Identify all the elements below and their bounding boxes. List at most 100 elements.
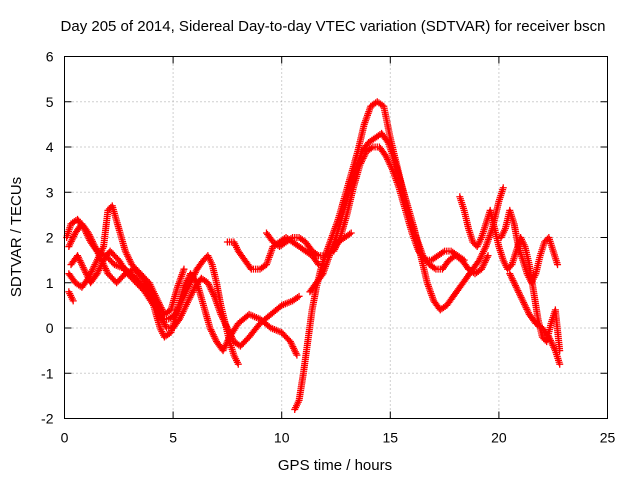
data-point-trail [279,330,293,344]
data-point-trail [295,371,307,402]
y-tick-labels: -2 -1 0 1 2 3 4 5 6 [41,49,54,427]
data-point [234,360,242,368]
data-point-trail [213,281,225,307]
data-point-trail [231,353,241,366]
data-point [293,351,301,359]
data-point-trail [207,326,220,344]
data-point [295,292,303,300]
data-point-trail [100,208,112,249]
data-point-trail [526,312,539,326]
data-point-trail [277,235,288,245]
data-point-trail [530,290,542,321]
data-point-trail [456,195,468,212]
data-point-trail [73,280,84,290]
data-point-trail [258,316,273,331]
data-point [347,229,355,237]
data-point-trail [291,234,301,241]
data-point-trail [546,335,559,353]
series-track-10 [330,143,468,264]
data-point-trail [258,262,269,272]
data-point-trail [142,289,156,308]
data-point-trail [496,186,507,203]
data-point-trail [66,271,78,285]
data-point-trail [85,231,98,249]
data-point-trail [247,311,262,322]
data-point-trail [510,222,522,249]
data-point-trail [246,321,263,340]
data-point [499,184,507,192]
data-point-trail [74,253,87,271]
data-point-trail [157,326,168,339]
data-point-trail [513,285,526,303]
data-point-trail [287,339,300,357]
data-point-trail [402,208,415,235]
data-point-trail [115,226,129,253]
data-point-trail [105,203,115,213]
data-point-trail [450,285,463,299]
data-point-trail [520,299,532,317]
data-point-trail [297,244,308,254]
data-point-trail [303,248,314,258]
data-point-trail [385,140,398,163]
x-tick-labels: 0 5 10 15 20 25 [61,430,616,446]
data-point-trail [166,312,178,322]
data-point-trail [125,271,139,285]
data-point-trail [333,213,346,240]
data-point-trail [542,235,551,245]
data-point-trail [498,226,509,240]
data-point-trail [470,258,482,272]
data-point-trail [290,293,301,304]
data-point-trail [109,204,122,231]
data-point-trail [473,266,484,277]
data-point [556,360,564,368]
data-point-trail [352,149,365,172]
data-point-trail [309,253,322,267]
data-point-trail [409,231,422,253]
data-point-trail [92,244,107,267]
data-point-trail [438,303,449,313]
x-tick-label: 0 [61,430,69,446]
data-point-trail [354,122,368,154]
data-point-trail [157,312,170,330]
x-axis-label: GPS time / hours [278,457,392,474]
data-point-trail [200,303,213,330]
data-point-trail [339,190,352,217]
y-tick-label: 4 [46,139,54,155]
data-point-trail [242,258,254,272]
data-point-trail [303,240,315,254]
data-point-trail [322,235,335,258]
data-point-trail [361,104,374,127]
data-point-trail [440,258,452,272]
data-point-trail [478,253,491,271]
y-tick-label: 2 [46,230,54,246]
data-point-trail [165,324,175,332]
y-tick-label: -2 [41,411,54,427]
data-point-trail [307,280,319,294]
data-point-trail [341,172,355,199]
data-point-trail [218,312,231,330]
data-point-trail [122,249,135,267]
data-point-trail [443,247,453,255]
data-point-trail [444,294,456,308]
data-point [484,252,492,260]
data-point-trail [79,221,91,235]
data-point-trail [357,149,370,167]
y-tick-label: 3 [46,184,54,200]
data-point-trail [424,281,437,303]
data-point-trail [310,248,321,258]
data-point-trail [335,195,348,222]
data-point-trail [507,271,519,290]
data-point-trail [211,294,224,317]
data-point [460,256,468,264]
data-point-trail [368,99,380,109]
data-point-trail [474,235,485,249]
data-point-trail [423,256,433,264]
data-point-trail [429,253,440,263]
data-point-trail [377,145,389,159]
data-point-trail [194,281,207,307]
data-point-trail [366,135,377,145]
data-point-trail [380,104,394,140]
data-point-trail [550,249,561,267]
data-point-trail [364,144,375,154]
